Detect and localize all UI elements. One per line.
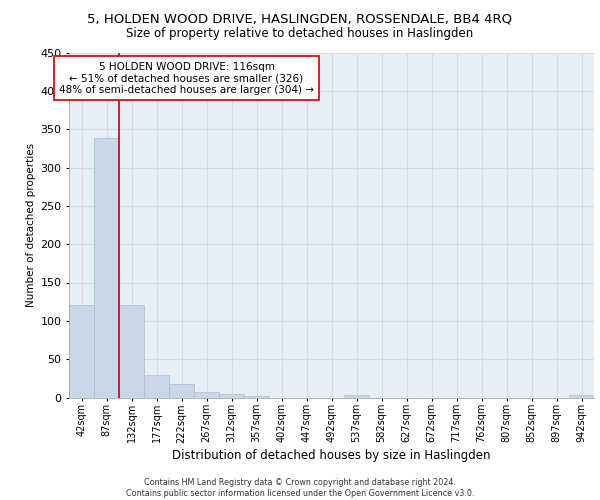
Text: 5, HOLDEN WOOD DRIVE, HASLINGDEN, ROSSENDALE, BB4 4RQ: 5, HOLDEN WOOD DRIVE, HASLINGDEN, ROSSEN… (88, 12, 512, 26)
Text: Contains HM Land Registry data © Crown copyright and database right 2024.
Contai: Contains HM Land Registry data © Crown c… (126, 478, 474, 498)
Bar (169, 384, 194, 398)
Bar (244, 396, 269, 398)
Text: Size of property relative to detached houses in Haslingden: Size of property relative to detached ho… (127, 28, 473, 40)
X-axis label: Distribution of detached houses by size in Haslingden: Distribution of detached houses by size … (172, 450, 491, 462)
Bar (194, 392, 219, 398)
Bar (569, 395, 594, 398)
Text: 5 HOLDEN WOOD DRIVE: 116sqm
← 51% of detached houses are smaller (326)
48% of se: 5 HOLDEN WOOD DRIVE: 116sqm ← 51% of det… (59, 62, 314, 95)
Bar (69, 304, 94, 398)
Bar (219, 394, 244, 398)
Bar (94, 138, 119, 398)
Y-axis label: Number of detached properties: Number of detached properties (26, 143, 36, 307)
Bar (119, 304, 144, 398)
Bar (144, 376, 169, 398)
Bar (344, 395, 369, 398)
